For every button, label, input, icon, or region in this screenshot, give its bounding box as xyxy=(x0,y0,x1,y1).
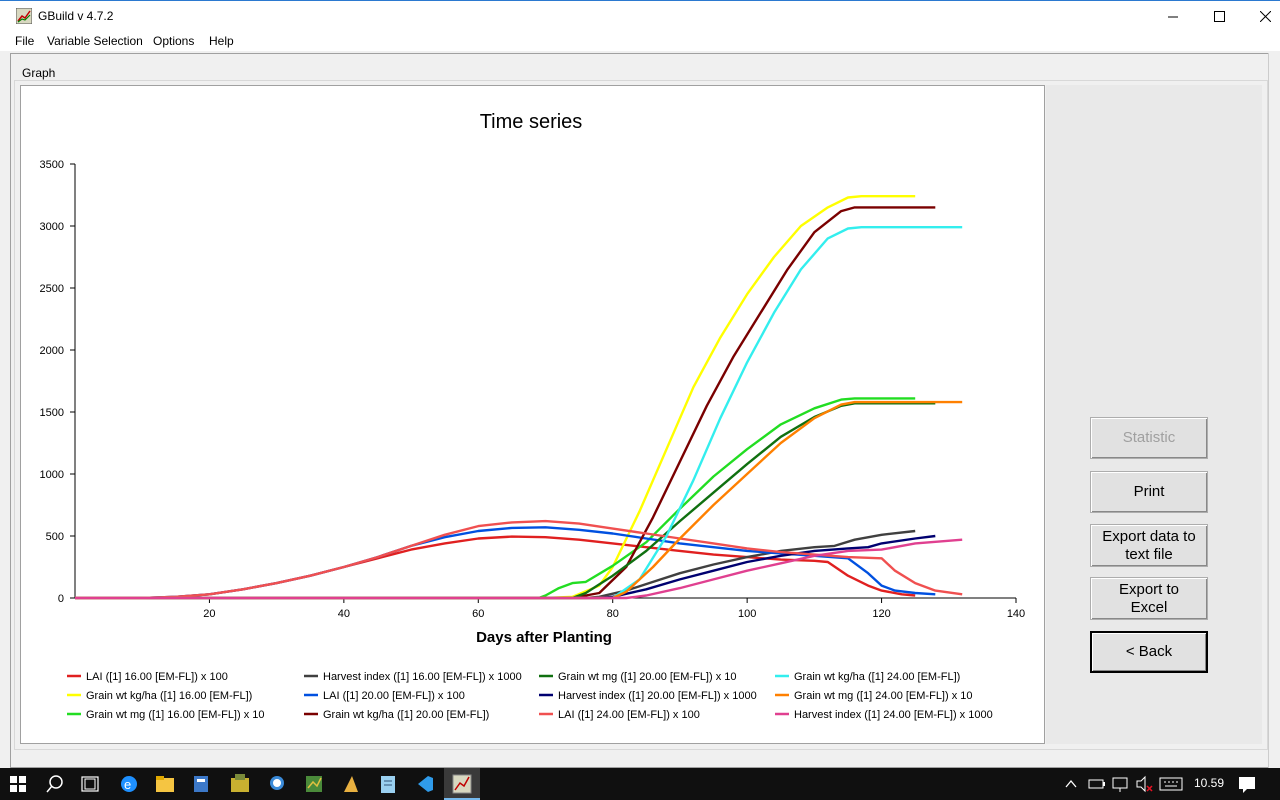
series-line-10 xyxy=(75,225,963,600)
legend-label: Grain wt mg ([1] 16.00 [EM-FL]) x 10 xyxy=(86,709,265,721)
task-view-icon[interactable] xyxy=(81,776,99,792)
x-tick-label: 40 xyxy=(338,608,350,620)
legend-label: LAI ([1] 16.00 [EM-FL]) x 100 xyxy=(86,671,228,683)
taskbar xyxy=(0,768,1280,800)
keyboard-icon[interactable] xyxy=(1159,777,1183,791)
series-line-8 xyxy=(75,534,936,600)
graph-group-box xyxy=(14,80,1268,750)
statistic-button-label: Statistic xyxy=(1122,429,1176,446)
title-bar: GBuild v 4.7.2 xyxy=(0,0,1280,31)
vertical-scrollbar[interactable] xyxy=(1268,53,1280,768)
magnifier-icon[interactable] xyxy=(270,776,284,790)
volume-muted-icon[interactable] xyxy=(1136,775,1153,793)
y-tick-label: 3000 xyxy=(40,221,64,233)
close-icon xyxy=(1259,10,1271,22)
menu-variable-selection[interactable]: Variable Selection xyxy=(47,34,143,48)
search-icon[interactable] xyxy=(46,775,63,793)
file-explorer-icon[interactable] xyxy=(156,776,174,792)
graph-group-label: Graph xyxy=(22,66,56,80)
chart-title: Time series xyxy=(480,111,583,133)
notepad-icon[interactable] xyxy=(381,776,395,793)
windows-start-icon[interactable] xyxy=(10,776,26,792)
legend-label: Grain wt kg/ha ([1] 24.00 [EM-FL]) xyxy=(794,671,960,683)
export-excel-label-line2: Excel xyxy=(1130,598,1168,616)
chart-legend: LAI ([1] 16.00 [EM-FL]) x 100 Grain wt kg… xyxy=(67,671,993,721)
export-excel-label-line1: Export to xyxy=(1118,580,1180,598)
maximize-button[interactable] xyxy=(1196,1,1242,31)
y-tick-label: 2000 xyxy=(40,345,64,357)
export-text-label-line1: Export data to xyxy=(1102,527,1196,545)
close-button[interactable] xyxy=(1242,1,1280,31)
edge-icon[interactable]: e xyxy=(121,776,137,792)
y-tick-label: 3500 xyxy=(40,159,64,171)
clock-time[interactable]: 10.59 xyxy=(1194,776,1225,790)
legend-label: Harvest index ([1] 24.00 [EM-FL]) x 1000 xyxy=(794,709,993,721)
y-tick-label: 1500 xyxy=(40,407,64,419)
x-tick-label: 80 xyxy=(607,608,619,620)
print-button-label: Print xyxy=(1133,483,1165,500)
menu-bar: File Variable Selection Options Help xyxy=(0,31,1280,51)
x-tick-label: 100 xyxy=(738,608,756,620)
legend-label: Grain wt mg ([1] 20.00 [EM-FL]) x 10 xyxy=(558,671,737,683)
back-button[interactable]: < Back xyxy=(1090,631,1208,673)
back-button-label: < Back xyxy=(1125,643,1173,660)
menu-file[interactable]: File xyxy=(15,34,35,48)
time-series-chart: Time series 0 500 1000 1500 2000 2500 3000 3500… xyxy=(40,111,1026,721)
minimize-button[interactable] xyxy=(1150,1,1196,31)
legend-label: Grain wt kg/ha ([1] 20.00 [EM-FL]) xyxy=(323,709,489,721)
y-tick-label: 0 xyxy=(58,593,64,605)
series-line-9 xyxy=(75,519,963,600)
x-tick-label: 20 xyxy=(203,608,215,620)
y-tick-label: 500 xyxy=(46,531,64,543)
app-icon-3[interactable] xyxy=(306,776,322,792)
maximize-icon xyxy=(1213,10,1225,22)
chart-area: Time series 0 500 1000 1500 2000 2500 3000 3500… xyxy=(20,85,1045,744)
window-title: GBuild v 4.7.2 xyxy=(38,9,114,23)
app-icon-1[interactable] xyxy=(194,776,208,792)
tray-chevron-icon[interactable] xyxy=(1065,779,1077,788)
series-line-11 xyxy=(75,400,963,600)
legend-label: Grain wt mg ([1] 24.00 [EM-FL]) x 10 xyxy=(794,690,973,702)
x-axis-title: Days after Planting xyxy=(476,629,612,646)
legend-label: Grain wt kg/ha ([1] 16.00 [EM-FL]) xyxy=(86,690,252,702)
battery-icon[interactable] xyxy=(1088,779,1105,789)
notification-icon[interactable] xyxy=(1239,777,1255,793)
export-excel-button[interactable]: Export to Excel xyxy=(1090,577,1208,620)
series-line-4 xyxy=(75,529,916,600)
chart-series xyxy=(75,194,963,600)
legend-label: Harvest index ([1] 20.00 [EM-FL]) x 1000 xyxy=(558,690,757,702)
y-tick-label: 2500 xyxy=(40,283,64,295)
chart-axes: 0 500 1000 1500 2000 2500 3000 3500 20 40 60 80 100 1… xyxy=(40,159,1026,620)
taskbar-icons: e xyxy=(10,774,1255,794)
vscode-icon[interactable] xyxy=(418,776,433,792)
network-icon[interactable] xyxy=(1112,777,1128,792)
legend-label: LAI ([1] 24.00 [EM-FL]) x 100 xyxy=(558,709,700,721)
series-line-12 xyxy=(75,538,963,600)
x-tick-label: 120 xyxy=(872,608,890,620)
export-text-label-line2: text file xyxy=(1125,545,1173,563)
menu-options[interactable]: Options xyxy=(153,34,195,48)
app-icon-4[interactable] xyxy=(344,776,358,792)
y-tick-label: 1000 xyxy=(40,469,64,481)
x-tick-label: 60 xyxy=(472,608,484,620)
legend-label: LAI ([1] 20.00 [EM-FL]) x 100 xyxy=(323,690,465,702)
svg-text:e: e xyxy=(124,777,131,792)
legend-label: Harvest index ([1] 16.00 [EM-FL]) x 1000 xyxy=(323,671,522,683)
series-line-3 xyxy=(75,397,916,600)
print-button[interactable]: Print xyxy=(1090,471,1208,513)
app-icon-2[interactable] xyxy=(231,774,249,792)
x-tick-label: 140 xyxy=(1007,608,1025,620)
gbuild-app-icon xyxy=(16,8,32,24)
menu-help[interactable]: Help xyxy=(209,34,234,48)
series-line-6 xyxy=(75,206,936,600)
minimize-icon xyxy=(1167,16,1178,17)
series-line-1 xyxy=(75,535,916,600)
export-text-button[interactable]: Export data to text file xyxy=(1090,524,1208,567)
series-line-7 xyxy=(75,402,936,600)
statistic-button[interactable]: Statistic xyxy=(1090,417,1208,459)
gbuild-icon[interactable] xyxy=(452,774,472,794)
